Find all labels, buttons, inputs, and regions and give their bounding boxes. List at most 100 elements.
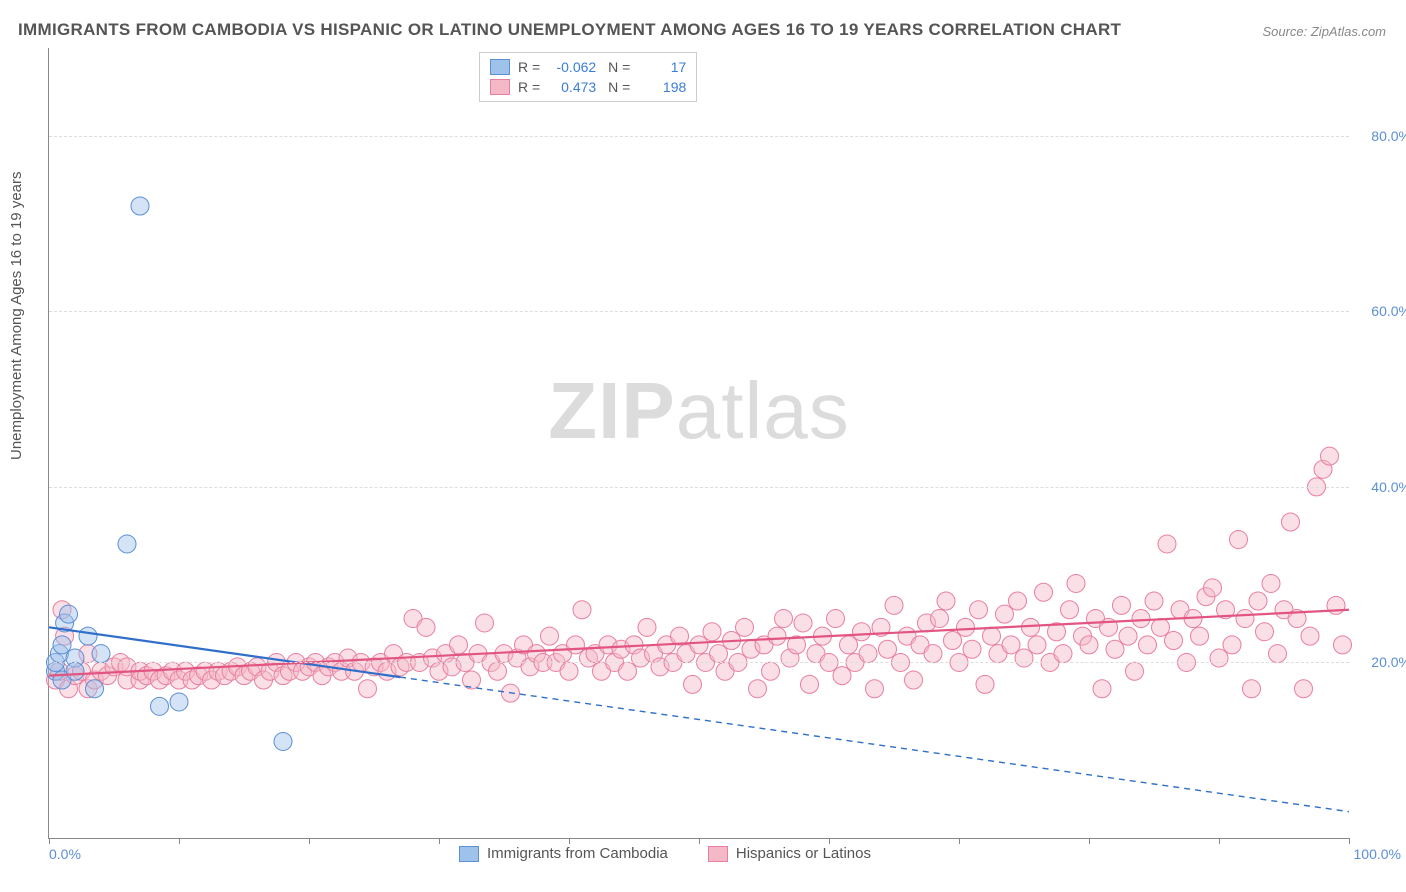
y-tick-label: 80.0%: [1371, 128, 1406, 144]
data-point: [489, 662, 507, 680]
data-point: [619, 662, 637, 680]
data-point: [768, 627, 786, 645]
data-point: [463, 671, 481, 689]
data-point: [274, 732, 292, 750]
data-point: [1093, 680, 1111, 698]
gridline: [49, 487, 1349, 488]
stats-row: R =-0.062 N =17: [490, 57, 686, 77]
x-tick: [569, 838, 570, 844]
n-label: N =: [604, 77, 630, 97]
y-tick-label: 60.0%: [1371, 303, 1406, 319]
data-point: [1158, 535, 1176, 553]
data-point: [937, 592, 955, 610]
chart-plot-area: ZIPatlas R =-0.062 N =17R =0.473 N =198 …: [48, 48, 1349, 839]
data-point: [859, 645, 877, 663]
data-point: [827, 610, 845, 628]
data-point: [879, 640, 897, 658]
legend-item: Immigrants from Cambodia: [459, 845, 668, 862]
data-point: [1139, 636, 1157, 654]
legend-label: Immigrants from Cambodia: [487, 845, 668, 862]
n-label: N =: [604, 57, 630, 77]
data-point: [1080, 636, 1098, 654]
legend-label: Hispanics or Latinos: [736, 845, 871, 862]
r-value: 0.473: [548, 77, 596, 97]
data-point: [86, 680, 104, 698]
data-point: [1022, 618, 1040, 636]
data-point: [560, 662, 578, 680]
data-point: [1236, 610, 1254, 628]
data-point: [1054, 645, 1072, 663]
data-point: [79, 627, 97, 645]
data-point: [970, 601, 988, 619]
data-point: [775, 610, 793, 628]
data-point: [170, 693, 188, 711]
data-point: [703, 623, 721, 641]
data-point: [1035, 583, 1053, 601]
data-point: [1269, 645, 1287, 663]
data-point: [1223, 636, 1241, 654]
data-point: [710, 645, 728, 663]
data-point: [1106, 640, 1124, 658]
data-point: [1152, 618, 1170, 636]
x-tick: [49, 838, 50, 844]
x-tick-max: 100.0%: [1354, 846, 1401, 862]
data-point: [66, 662, 84, 680]
data-point: [957, 618, 975, 636]
data-point: [1132, 610, 1150, 628]
data-point: [1009, 592, 1027, 610]
data-point: [450, 636, 468, 654]
data-point: [1191, 627, 1209, 645]
n-value: 17: [638, 57, 686, 77]
data-point: [1002, 636, 1020, 654]
data-point: [541, 627, 559, 645]
data-point: [1126, 662, 1144, 680]
data-point: [944, 632, 962, 650]
stats-row: R =0.473 N =198: [490, 77, 686, 97]
stats-legend-box: R =-0.062 N =17R =0.473 N =198: [479, 52, 697, 102]
data-point: [1256, 623, 1274, 641]
data-point: [1262, 574, 1280, 592]
data-point: [359, 680, 377, 698]
x-tick: [1349, 838, 1350, 844]
data-point: [1249, 592, 1267, 610]
data-point: [749, 680, 767, 698]
data-point: [1243, 680, 1261, 698]
data-point: [1334, 636, 1352, 654]
data-point: [53, 636, 71, 654]
data-point: [567, 636, 585, 654]
data-point: [885, 596, 903, 614]
data-point: [762, 662, 780, 680]
data-point: [1301, 627, 1319, 645]
data-point: [1028, 636, 1046, 654]
x-tick: [959, 838, 960, 844]
data-point: [905, 671, 923, 689]
data-point: [1119, 627, 1137, 645]
data-point: [417, 618, 435, 636]
data-point: [1282, 513, 1300, 531]
data-point: [736, 618, 754, 636]
data-point: [1061, 601, 1079, 619]
source-attribution: Source: ZipAtlas.com: [1262, 24, 1386, 39]
x-tick: [179, 838, 180, 844]
legend-swatch: [708, 846, 728, 862]
data-point: [1210, 649, 1228, 667]
data-point: [1204, 579, 1222, 597]
data-point: [840, 636, 858, 654]
data-point: [1145, 592, 1163, 610]
data-point: [924, 645, 942, 663]
data-point: [853, 623, 871, 641]
data-point: [131, 197, 149, 215]
data-point: [151, 697, 169, 715]
x-tick: [699, 838, 700, 844]
data-point: [833, 667, 851, 685]
data-point: [963, 640, 981, 658]
data-point: [1113, 596, 1131, 614]
data-point: [684, 675, 702, 693]
data-point: [573, 601, 591, 619]
r-label: R =: [518, 57, 540, 77]
data-point: [690, 636, 708, 654]
legend-swatch: [490, 79, 510, 95]
bottom-legend: Immigrants from Cambodia Hispanics or Lat…: [459, 845, 871, 862]
data-point: [1321, 447, 1339, 465]
data-point: [976, 675, 994, 693]
